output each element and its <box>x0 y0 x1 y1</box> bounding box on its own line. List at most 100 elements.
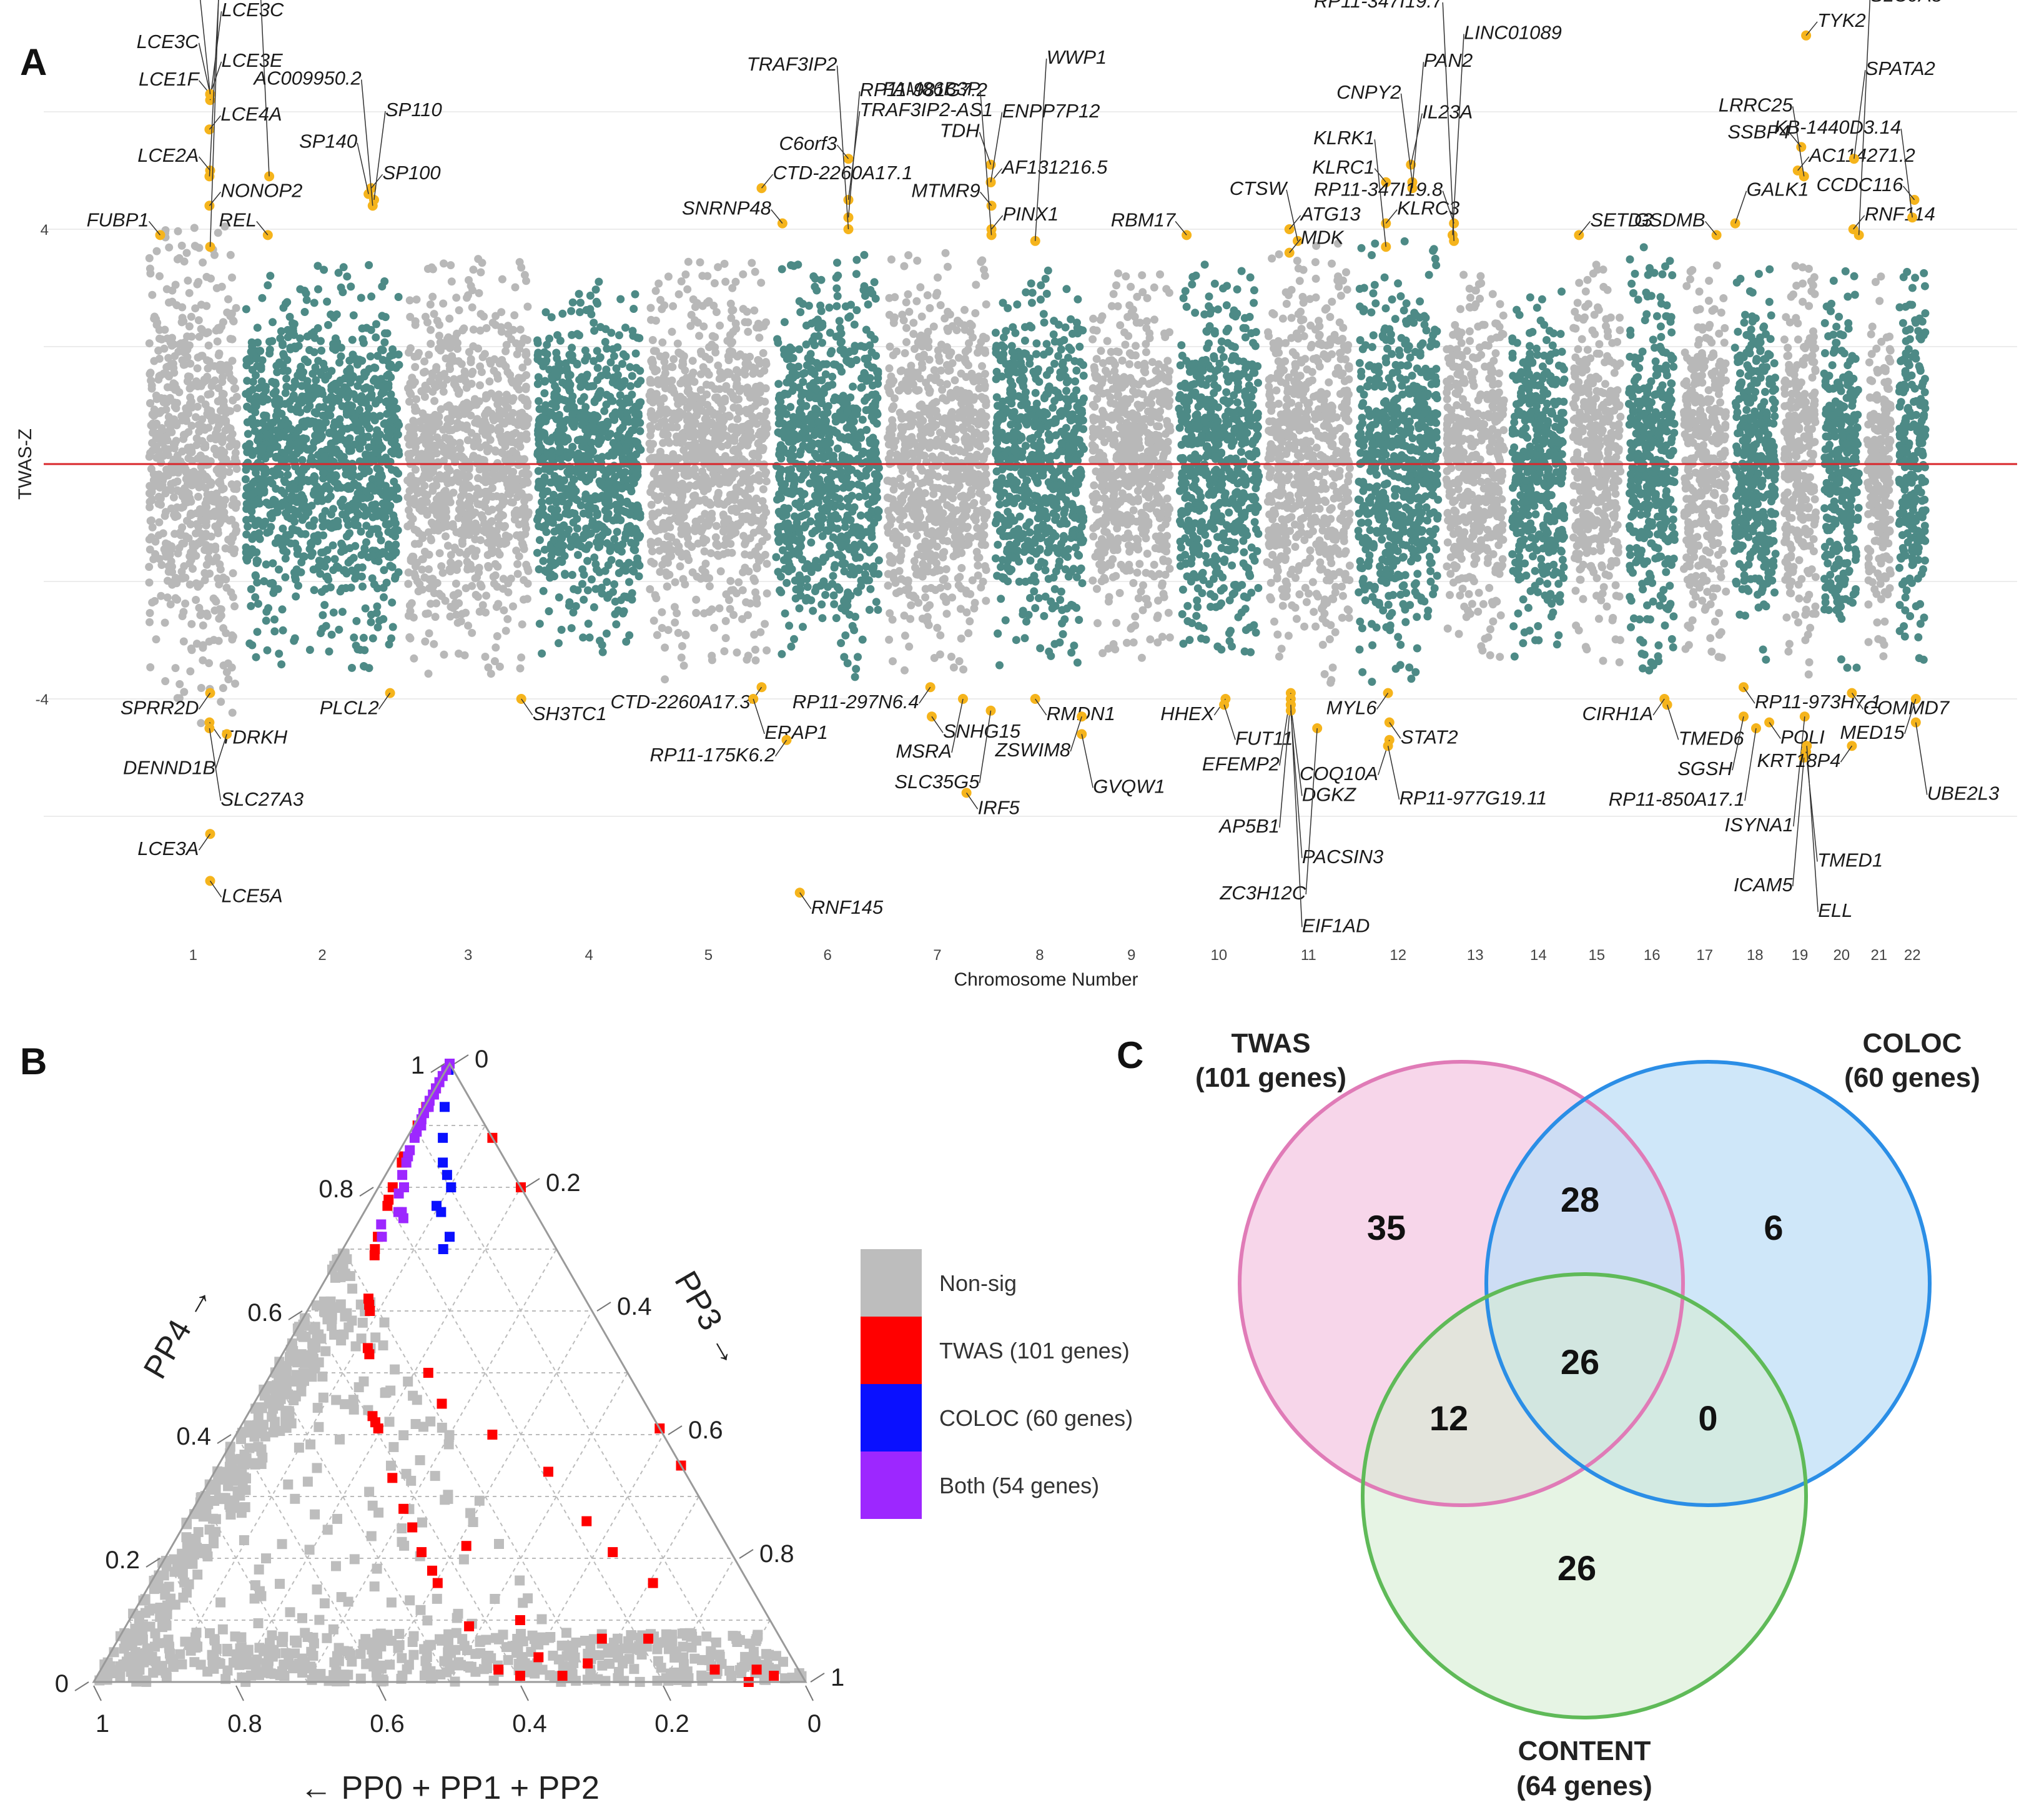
gene-point <box>228 631 237 640</box>
gene-point <box>753 564 761 573</box>
gene-point <box>260 411 269 420</box>
gene-point <box>734 578 743 586</box>
gene-point <box>152 442 160 451</box>
gene-point <box>171 594 180 603</box>
gene-point <box>850 320 859 329</box>
gene-point <box>648 510 657 518</box>
gene-point <box>566 535 575 544</box>
gene-point <box>748 259 756 267</box>
gene-point <box>615 331 623 340</box>
gene-point <box>498 275 506 284</box>
gene-point <box>501 347 510 355</box>
gene-point <box>380 593 388 601</box>
gene-point <box>495 358 504 366</box>
gene-point <box>287 330 296 339</box>
gene-point <box>346 470 355 479</box>
gene-point <box>148 483 157 492</box>
gene-point <box>380 420 388 428</box>
gene-point <box>755 477 764 485</box>
gene-point <box>736 407 745 415</box>
gene-point <box>161 677 170 686</box>
gene-point <box>242 543 250 551</box>
gene-point <box>486 435 495 444</box>
gene-point <box>187 312 195 321</box>
gene-point <box>211 545 220 554</box>
gene-point <box>545 467 554 475</box>
gene-point <box>649 415 658 424</box>
gene-point <box>293 544 302 553</box>
gene-point <box>173 694 182 703</box>
gene-point <box>746 406 754 415</box>
gene-point <box>194 316 203 325</box>
gene-point <box>406 344 415 353</box>
gene-point <box>603 390 611 399</box>
gene-point <box>510 478 518 487</box>
gene-point <box>705 608 714 616</box>
gene-point <box>726 299 735 308</box>
gene-point <box>698 475 706 483</box>
gene-point <box>242 530 251 539</box>
gene-point <box>281 400 290 408</box>
gene-point <box>708 332 717 340</box>
gene-point <box>712 308 721 317</box>
gene-point <box>613 542 622 550</box>
gene-point <box>176 528 185 537</box>
gene-point <box>148 598 157 607</box>
gene-point <box>357 294 365 302</box>
gene-point <box>202 503 211 512</box>
gene-point <box>750 306 759 315</box>
gene-point <box>323 297 332 306</box>
gene-point <box>613 343 622 352</box>
gene-point <box>521 385 530 393</box>
gene-point <box>576 382 585 391</box>
gene-point <box>269 559 277 568</box>
gene-point <box>382 482 390 490</box>
gene-point <box>611 610 620 618</box>
gene-point <box>167 383 175 392</box>
gene-point <box>439 387 448 396</box>
gene-point <box>679 661 688 670</box>
gene-point <box>683 485 691 493</box>
gene-point <box>295 367 304 376</box>
gene-point <box>202 541 210 549</box>
gene-point <box>422 610 430 618</box>
gene-point <box>674 290 683 299</box>
gene-point <box>360 662 368 670</box>
gene-point <box>726 605 734 613</box>
gene-point <box>598 427 607 436</box>
gene-point <box>555 593 563 601</box>
gene-point <box>471 418 480 427</box>
gene-point <box>569 475 578 484</box>
gene-point <box>182 249 191 257</box>
gene-point <box>212 450 221 459</box>
gene-point <box>461 479 470 488</box>
gene-point <box>520 576 528 585</box>
gene-point <box>460 410 469 418</box>
gene-point <box>540 545 549 554</box>
gene-point <box>509 438 518 447</box>
gene-point <box>587 310 596 319</box>
gene-point <box>254 458 262 467</box>
gene-point <box>170 444 179 453</box>
gene-point <box>318 522 327 531</box>
gene-point <box>574 449 583 458</box>
gene-point <box>646 304 655 312</box>
gene-point <box>427 325 435 334</box>
gene-point <box>315 556 323 565</box>
gene-point <box>372 320 380 329</box>
gene-point <box>300 308 309 316</box>
gene-point <box>357 527 365 536</box>
gene-point <box>323 572 332 581</box>
gene-point <box>678 642 686 650</box>
gene-point <box>192 520 201 528</box>
gene-point <box>664 558 672 567</box>
gene-point <box>715 385 724 393</box>
gene-point <box>245 482 254 491</box>
gene-point <box>184 489 193 498</box>
gene-point <box>659 520 668 528</box>
gene-point <box>154 479 162 488</box>
gene-point <box>440 447 448 456</box>
gene-point <box>166 600 175 609</box>
gene-point <box>252 399 260 408</box>
gene-point <box>701 415 709 423</box>
